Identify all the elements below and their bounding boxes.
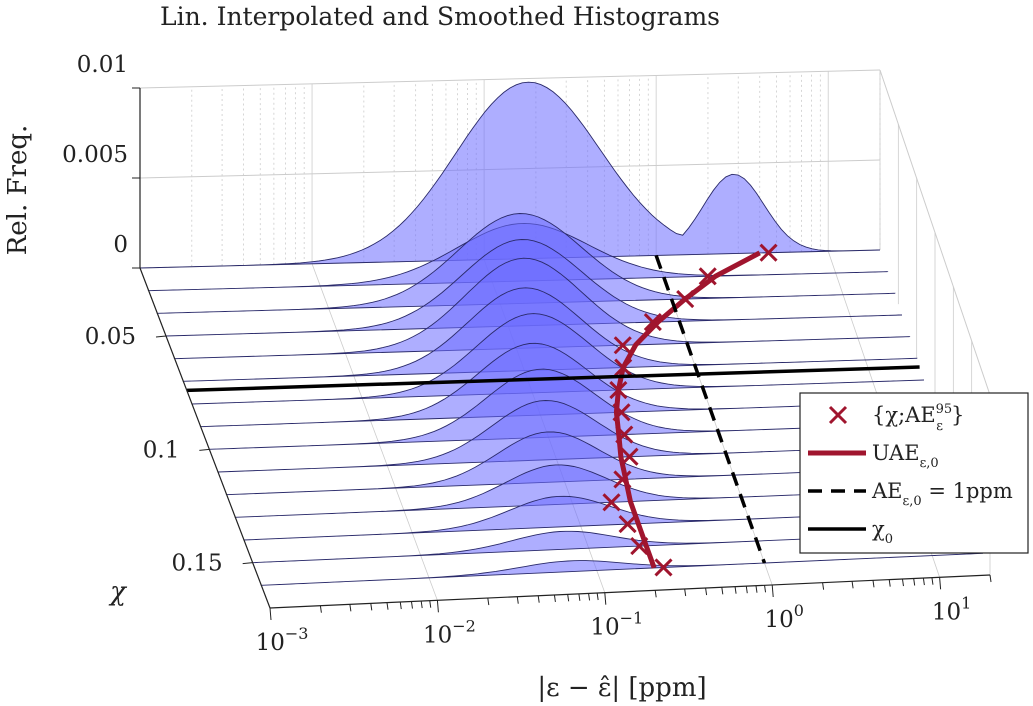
y-tick-mark [242, 562, 253, 565]
z-tick-label: 0.01 [77, 52, 128, 78]
x-tick-mark [604, 592, 607, 605]
overlay-series [186, 243, 920, 577]
x-tick-label: 10−2 [423, 616, 476, 648]
ae95-marker [618, 515, 637, 534]
x-tick-mark [764, 585, 767, 593]
x-tick-mark [745, 586, 748, 594]
legend-sub: ε [936, 419, 943, 434]
legend-sub: ε,0 [903, 494, 922, 509]
z-tick-label: 0.005 [62, 142, 128, 168]
legend-marker-swatch [828, 405, 848, 425]
ae95-marker [643, 313, 662, 332]
y-tick-mark [199, 448, 210, 451]
x-tick-exponent: −2 [452, 616, 476, 635]
x-tick-label: 100 [764, 601, 803, 633]
x-tick-mark [705, 587, 708, 596]
legend-entry-label: AEε,0 = 1ppm [871, 479, 1013, 509]
y-tick-label: 0.15 [171, 551, 222, 577]
x-tick-mark [319, 605, 322, 613]
legend-entry-label: χ0 [872, 517, 893, 547]
y-tick-label: 0.1 [143, 437, 180, 463]
x-tick-exponent: −3 [285, 624, 309, 643]
x-axis-line [269, 574, 991, 609]
x-axis-label: |ε − ε̂| [ppm] [537, 673, 706, 703]
x-tick-mark [537, 595, 540, 603]
x-tick-mark [386, 602, 389, 610]
x-tick-mark [822, 582, 825, 590]
x-tick-label: 10−3 [256, 624, 309, 656]
legend-text: {χ;AE [872, 403, 936, 427]
legend-tail: } [951, 403, 964, 427]
x-tick-mark [755, 585, 758, 593]
y-axis-line [139, 267, 271, 609]
legend-sup: 95 [936, 402, 953, 417]
z-axis-label: Rel. Freq. [3, 125, 33, 256]
legend-tail: = 1ppm [922, 479, 1013, 503]
x-tick-mark [269, 607, 272, 621]
x-tick-mark [901, 578, 904, 587]
z-tick-label: 0 [113, 232, 128, 258]
x-tick-mark [596, 592, 599, 601]
x-tick-mark [851, 581, 854, 589]
x-tick-mark [420, 601, 423, 609]
x-tick-mark [931, 577, 934, 585]
legend-text: UAE [872, 441, 920, 465]
legend-text: χ [872, 517, 885, 541]
x-tick-mark [516, 596, 519, 604]
histogram-0.02 [139, 81, 881, 269]
legend-box [799, 392, 1029, 554]
x-tick-mark [872, 580, 875, 588]
x-tick-mark [578, 593, 581, 601]
x-tick-mark [654, 590, 657, 598]
ae95-marker [654, 558, 673, 577]
x-tick-mark [922, 577, 925, 586]
x-tick-mark [913, 578, 916, 586]
x-tick-label: 10−1 [590, 609, 643, 641]
x-tick-mark [349, 604, 352, 612]
x-tick-mark [399, 601, 402, 610]
x-tick-exponent: 0 [794, 601, 804, 620]
floor-grid-line [311, 263, 438, 601]
y-axis-label: χ [108, 577, 128, 607]
x-tick-mark [553, 594, 556, 603]
legend-sub: 0 [885, 532, 893, 547]
x-tick-mark [567, 594, 570, 602]
x-tick-exponent: 1 [961, 593, 971, 612]
ae95-marker [602, 493, 621, 512]
x-tick-mark [370, 603, 373, 611]
x-tick-mark [410, 601, 413, 609]
x-tick-mark [487, 597, 490, 606]
x-tick-mark [588, 593, 591, 601]
x-tick-mark [684, 588, 687, 597]
legend-entry-label: {χ;AE95 ε} [872, 402, 964, 434]
ae95-marker [613, 336, 632, 355]
y-tick-mark [155, 335, 167, 338]
z-grid-line [139, 69, 881, 89]
ae95-marker [698, 267, 717, 286]
y-tick-label: 0.05 [85, 324, 136, 350]
x-tick-mark [888, 579, 891, 587]
histograms [139, 81, 984, 586]
chart-title: Lin. Interpolated and Smoothed Histogram… [160, 2, 720, 31]
chi0-line [186, 365, 920, 393]
legend-sub: ε,0 [920, 456, 939, 471]
x-tick-exponent: −1 [620, 609, 644, 628]
x-tick-mark [721, 587, 724, 595]
uae-curve [613, 250, 761, 569]
legend-entry-label: UAEε,0 [872, 441, 939, 471]
x-tick-mark [429, 600, 432, 608]
ae95-marker [759, 243, 778, 262]
x-tick-mark [734, 586, 737, 594]
x-tick-mark [771, 584, 774, 598]
legend-text: AE [871, 479, 903, 503]
x-tick-mark [939, 577, 942, 590]
x-tick-label: 101 [932, 593, 971, 625]
x-tick-mark [989, 574, 992, 583]
ae-1ppm-line [654, 254, 767, 564]
histogram-0.16 [260, 552, 984, 586]
x-tick-mark [436, 600, 439, 613]
